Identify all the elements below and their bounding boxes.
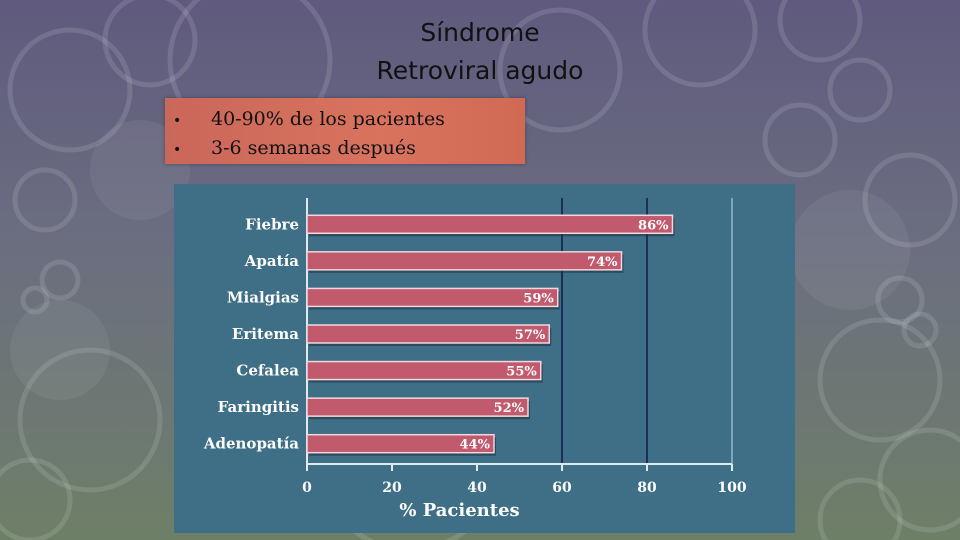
value-label: 59% [523,291,554,306]
bar [306,251,623,271]
category-label: Adenopatía [203,435,299,453]
x-axis-title: % Pacientes [399,500,519,521]
bullet-text: 3-6 semanas después [211,137,416,159]
bullet-item: • 40-90% de los pacientes [173,107,445,133]
bullet-text: 40-90% de los pacientes [211,108,445,130]
bullet-dot-icon: • [173,113,182,129]
bullet-box: • 40-90% de los pacientes • 3-6 semanas de… [165,98,525,164]
x-tick-label: 80 [637,480,657,496]
chart-panel: Fiebre 86% Apatía 74% Mialgias 59% Eritema 57% C… [174,184,795,533]
bar [306,287,559,308]
value-label: 57% [515,328,546,343]
category-label: Mialgias [227,288,299,306]
value-label: 44% [460,438,491,453]
bullet-dot-icon: • [173,142,182,158]
bar [306,360,542,381]
x-tick-label: 20 [382,480,402,496]
category-label: Fiebre [245,215,299,233]
category-label: Faringitis [218,398,299,416]
value-label: 86% [638,218,669,233]
bullet-item: • 3-6 semanas después [173,136,416,162]
bar-chart: Fiebre 86% Apatía 74% Mialgias 59% Eritema 57% C… [203,198,747,521]
value-label: 55% [506,365,537,380]
x-tick-label: 60 [552,480,572,496]
bar [306,397,529,417]
x-tick-label: 0 [302,480,312,496]
value-label: 52% [494,401,525,416]
slide-title: Síndrome Retroviral agudo [300,14,660,90]
bar [306,324,550,344]
bar [306,214,674,235]
title-line-1: Síndrome [420,18,540,47]
bar [306,433,495,454]
category-label: Apatía [244,252,299,270]
x-tick-label: 100 [717,480,746,496]
x-tick-label: 40 [467,480,487,496]
value-label: 74% [587,255,618,270]
category-label: Cefalea [236,362,299,380]
title-line-2: Retroviral agudo [376,56,584,85]
category-label: Eritema [232,325,299,343]
